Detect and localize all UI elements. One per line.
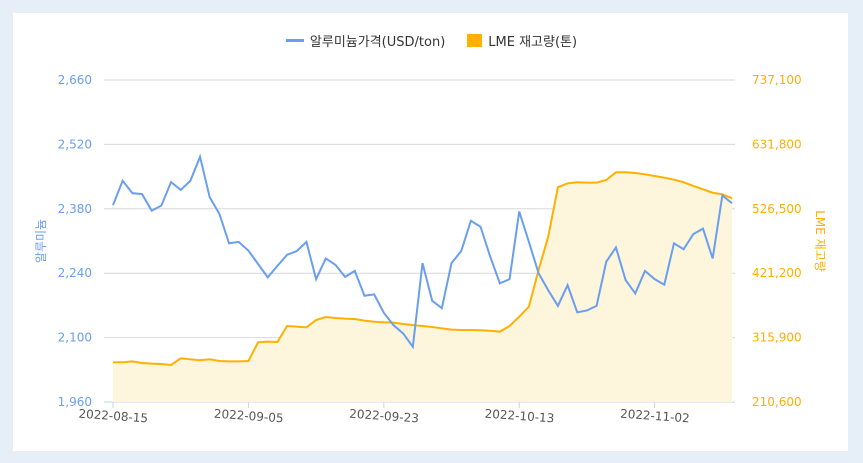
legend-label-price: 알루미늄가격(USD/ton) xyxy=(309,35,446,50)
x-tick-label: 2022-08-15 xyxy=(78,407,149,426)
legend-line-swatch xyxy=(285,39,304,42)
x-tick-label: 2022-09-23 xyxy=(349,407,420,426)
stock-area-fill xyxy=(113,172,732,402)
y-left-tick-label: 1,960 xyxy=(58,395,92,409)
price-line xyxy=(112,153,733,350)
legend-box-swatch xyxy=(467,34,483,47)
y-left-tick-label: 2,240 xyxy=(58,266,92,280)
x-tick-label: 2022-11-02 xyxy=(620,407,691,426)
legend-label-stock: LME 재고량(톤) xyxy=(488,35,578,50)
y-right-tick-label: 421,200 xyxy=(752,266,802,280)
y-left-tick-label: 2,520 xyxy=(58,137,92,151)
y-left-tick-label: 2,660 xyxy=(58,73,92,87)
y-right-tick-label: 315,900 xyxy=(752,331,802,345)
y-left-tick-label: 2,100 xyxy=(58,331,92,345)
y-right-axis-title: LME 재고량 xyxy=(813,210,827,272)
y-right-tick-label: 631,800 xyxy=(752,137,802,151)
x-tick-label: 2022-09-05 xyxy=(213,407,284,426)
y-left-axis-title: 알루미늄 xyxy=(34,219,48,263)
y-right-tick-label: 737,100 xyxy=(752,73,802,87)
y-right-tick-label: 210,600 xyxy=(752,395,802,409)
y-right-tick-label: 526,500 xyxy=(752,202,802,216)
legend: 알루미늄가격(USD/ton) LME 재고량(톤) xyxy=(0,31,863,50)
legend-item-stock[interactable]: LME 재고량(톤) xyxy=(467,31,577,50)
y-left-tick-label: 2,380 xyxy=(58,202,92,216)
stock-line xyxy=(113,171,733,367)
x-tick-label: 2022-10-13 xyxy=(484,407,555,426)
legend-item-price[interactable]: 알루미늄가격(USD/ton) xyxy=(285,31,446,50)
